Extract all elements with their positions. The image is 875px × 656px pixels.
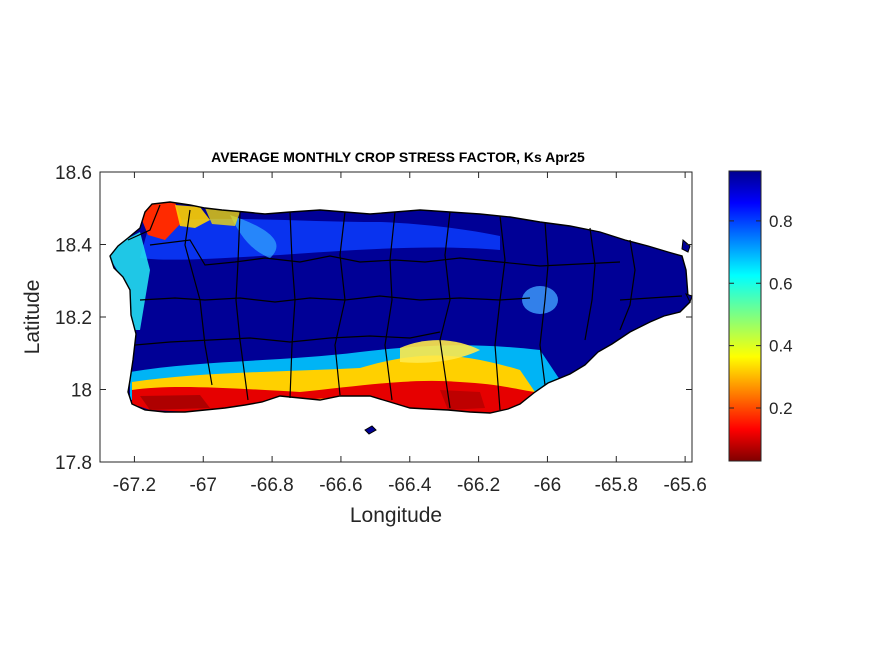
raster-northwest-yellow (175, 205, 210, 228)
colorbar-ticks: 0.8 0.6 0.4 0.2 (729, 212, 793, 418)
y-tick-label: 18.4 (55, 236, 92, 257)
colorbar-tick-label: 0.8 (769, 212, 793, 231)
x-tick-label: -67.2 (113, 475, 156, 496)
puerto-rico-raster (109, 201, 693, 435)
raster-south-dark-red-2 (440, 390, 485, 410)
raster-north-band (140, 218, 500, 260)
y-axis-label: Latitude (21, 280, 44, 355)
raster-south-yellow-inland (400, 340, 480, 363)
x-axis: -67.2 -67 -66.8 -66.6 -66.4 -66.2 -66 -65.8 -65.… (113, 172, 707, 496)
raster-northwest-yellow-2 (205, 208, 240, 226)
x-axis-label: Longitude (350, 504, 442, 527)
colorbar (728, 170, 762, 462)
y-tick-label: 18.2 (55, 308, 92, 329)
caja-de-muertos-islet (364, 425, 377, 435)
y-tick-label: 18 (71, 381, 92, 402)
x-tick-label: -66.2 (457, 475, 500, 496)
x-tick-label: -67 (190, 475, 217, 496)
x-tick-label: -66 (534, 475, 561, 496)
raster-east-patch (522, 286, 558, 314)
municipality-boundaries (127, 204, 683, 411)
raster-south-dark-red (140, 395, 210, 410)
y-tick-label: 18.6 (55, 163, 92, 184)
map-title: AVERAGE MONTHLY CROP STRESS FACTOR, Ks A… (211, 149, 585, 165)
raster-northwest-red (140, 202, 182, 240)
y-axis: 18.6 18.4 18.2 18 17.8 (55, 163, 692, 474)
x-tick-label: -66.4 (388, 475, 432, 496)
x-tick-label: -65.8 (595, 475, 638, 496)
raster-west-cyan (110, 232, 150, 330)
east-islet-2 (685, 293, 693, 304)
raster-north-patch (230, 215, 277, 258)
y-tick-label: 17.8 (55, 453, 92, 474)
colorbar-tick-label: 0.6 (769, 274, 793, 293)
x-tick-label: -66.8 (250, 475, 293, 496)
colorbar-tick-label: 0.4 (769, 337, 793, 356)
colorbar-tick-label: 0.2 (769, 399, 793, 418)
x-tick-label: -65.6 (663, 475, 706, 496)
x-tick-label: -66.6 (319, 475, 362, 496)
